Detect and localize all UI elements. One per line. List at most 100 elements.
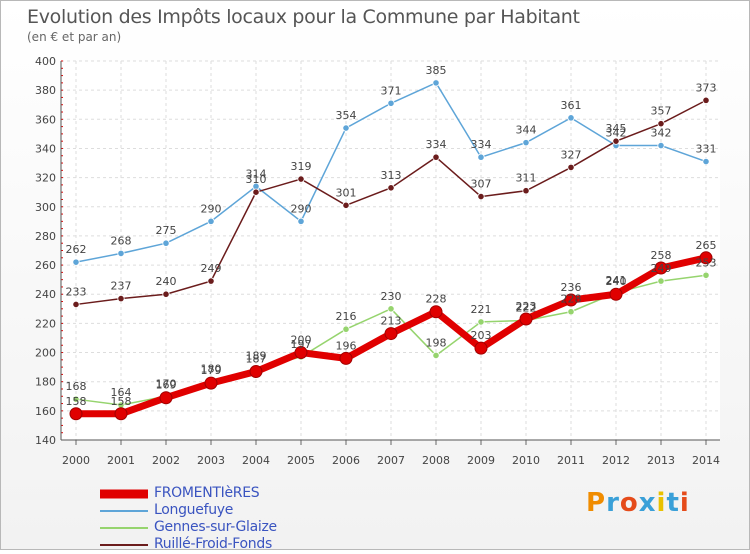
data-point-gennes-sur-glaize — [72, 395, 80, 403]
data-point-gennes-sur-glaize — [477, 318, 485, 326]
data-point-longuefuye — [657, 141, 665, 150]
data-label-fromenti-res: 187 — [246, 352, 267, 365]
data-label-gennes-sur-glaize: 170 — [156, 377, 177, 390]
data-label-gennes-sur-glaize: 180 — [201, 363, 222, 376]
data-label-ruill-froid-fonds: 313 — [381, 169, 402, 182]
data-label-fromenti-res: 158 — [66, 395, 87, 408]
data-label-ruill-froid-fonds: 240 — [156, 275, 177, 288]
data-label-gennes-sur-glaize: 197 — [291, 338, 312, 351]
y-tick-label: 200 — [35, 347, 56, 360]
data-point-ruill-froid-fonds — [702, 96, 710, 104]
data-label-fromenti-res: 169 — [156, 379, 177, 392]
y-tick-label: 160 — [35, 405, 56, 418]
x-tick-label: 2008 — [422, 454, 450, 467]
data-point-ruill-froid-fonds — [207, 277, 215, 285]
data-label-longuefuye: 334 — [471, 138, 492, 151]
data-point-fromenti-res — [654, 261, 668, 275]
data-label-ruill-froid-fonds: 237 — [111, 280, 132, 293]
data-point-fromenti-res — [294, 346, 308, 360]
data-label-gennes-sur-glaize: 230 — [381, 290, 402, 303]
legend-label: Ruillé-Froid-Fonds — [154, 536, 272, 552]
data-point-ruill-froid-fonds — [342, 201, 350, 209]
data-label-fromenti-res: 203 — [471, 329, 492, 342]
data-label-longuefuye: 275 — [156, 224, 177, 237]
data-point-fromenti-res — [204, 376, 218, 390]
plot-area — [61, 61, 720, 440]
data-label-longuefuye: 314 — [246, 167, 267, 180]
data-point-ruill-froid-fonds — [117, 295, 125, 303]
data-label-longuefuye: 344 — [516, 124, 537, 137]
data-point-ruill-froid-fonds — [387, 184, 395, 192]
y-tick-label: 220 — [35, 317, 56, 330]
data-label-fromenti-res: 179 — [201, 364, 222, 377]
data-point-longuefuye — [702, 157, 710, 166]
proxiti-logo[interactable]: Proxiti — [586, 488, 690, 518]
data-point-fromenti-res — [249, 364, 263, 378]
data-label-gennes-sur-glaize: 222 — [516, 301, 537, 314]
data-label-ruill-froid-fonds: 357 — [651, 105, 672, 118]
data-label-longuefuye: 290 — [291, 202, 312, 215]
y-tick-label: 180 — [35, 376, 56, 389]
data-label-fromenti-res: 258 — [651, 249, 672, 262]
x-tick-label: 2013 — [647, 454, 675, 467]
y-tick-label: 320 — [35, 172, 56, 185]
data-point-longuefuye — [477, 153, 485, 161]
legend-label: Longuefuye — [154, 502, 234, 518]
x-tick-label: 2006 — [332, 454, 360, 467]
data-point-fromenti-res — [564, 293, 578, 307]
data-label-longuefuye: 342 — [651, 127, 672, 140]
data-label-ruill-froid-fonds: 373 — [696, 81, 717, 94]
data-point-longuefuye — [342, 124, 350, 132]
data-point-longuefuye — [117, 249, 125, 258]
x-tick-label: 2003 — [197, 454, 225, 467]
data-point-gennes-sur-glaize — [567, 308, 575, 316]
data-label-fromenti-res: 200 — [291, 334, 312, 347]
data-label-longuefuye: 331 — [696, 143, 717, 156]
data-label-longuefuye: 290 — [201, 202, 222, 215]
data-label-ruill-froid-fonds: 249 — [201, 262, 222, 275]
data-point-ruill-froid-fonds — [162, 290, 170, 298]
x-tick-label: 2011 — [557, 454, 585, 467]
data-label-gennes-sur-glaize: 198 — [426, 336, 447, 349]
x-tick-label: 2010 — [512, 454, 540, 467]
data-label-fromenti-res: 236 — [561, 281, 582, 294]
data-label-longuefuye: 371 — [381, 84, 402, 97]
data-point-ruill-froid-fonds — [252, 188, 260, 196]
data-point-fromenti-res — [699, 251, 713, 265]
y-tick-label: 240 — [35, 288, 56, 301]
data-label-ruill-froid-fonds: 327 — [561, 148, 582, 161]
data-point-longuefuye — [72, 258, 80, 266]
legend-label: Gennes-sur-Glaize — [154, 519, 277, 535]
data-point-fromenti-res — [159, 391, 173, 405]
x-tick-label: 2009 — [467, 454, 495, 467]
data-label-longuefuye: 361 — [561, 99, 582, 112]
y-tick-label: 140 — [35, 434, 56, 447]
data-point-gennes-sur-glaize — [702, 271, 710, 279]
data-point-ruill-froid-fonds — [477, 192, 485, 201]
data-label-ruill-froid-fonds: 334 — [426, 138, 447, 151]
data-point-longuefuye — [162, 239, 170, 247]
data-label-gennes-sur-glaize: 249 — [651, 262, 672, 275]
y-tick-label: 280 — [35, 230, 56, 243]
data-label-ruill-froid-fonds: 319 — [291, 160, 312, 173]
data-label-gennes-sur-glaize: 228 — [561, 293, 582, 306]
data-label-fromenti-res: 265 — [696, 239, 717, 252]
data-label-fromenti-res: 213 — [381, 315, 402, 328]
data-label-longuefuye: 268 — [111, 234, 132, 247]
data-label-fromenti-res: 196 — [336, 339, 357, 352]
x-tick-label: 2005 — [287, 454, 315, 467]
x-tick-label: 2014 — [692, 454, 720, 467]
x-tick-label: 2007 — [377, 454, 405, 467]
data-label-fromenti-res: 240 — [606, 275, 627, 288]
legend-label: FROMENTIèRES — [154, 485, 260, 501]
data-point-fromenti-res — [114, 407, 128, 421]
data-point-ruill-froid-fonds — [657, 120, 665, 128]
data-point-fromenti-res — [69, 407, 83, 421]
data-point-fromenti-res — [609, 287, 623, 301]
data-label-ruill-froid-fonds: 345 — [606, 122, 627, 135]
data-point-gennes-sur-glaize — [657, 277, 665, 285]
chart-title: Evolution des Impôts locaux pour la Comm… — [27, 6, 580, 28]
data-label-gennes-sur-glaize: 253 — [696, 256, 717, 269]
data-point-fromenti-res — [519, 312, 533, 326]
